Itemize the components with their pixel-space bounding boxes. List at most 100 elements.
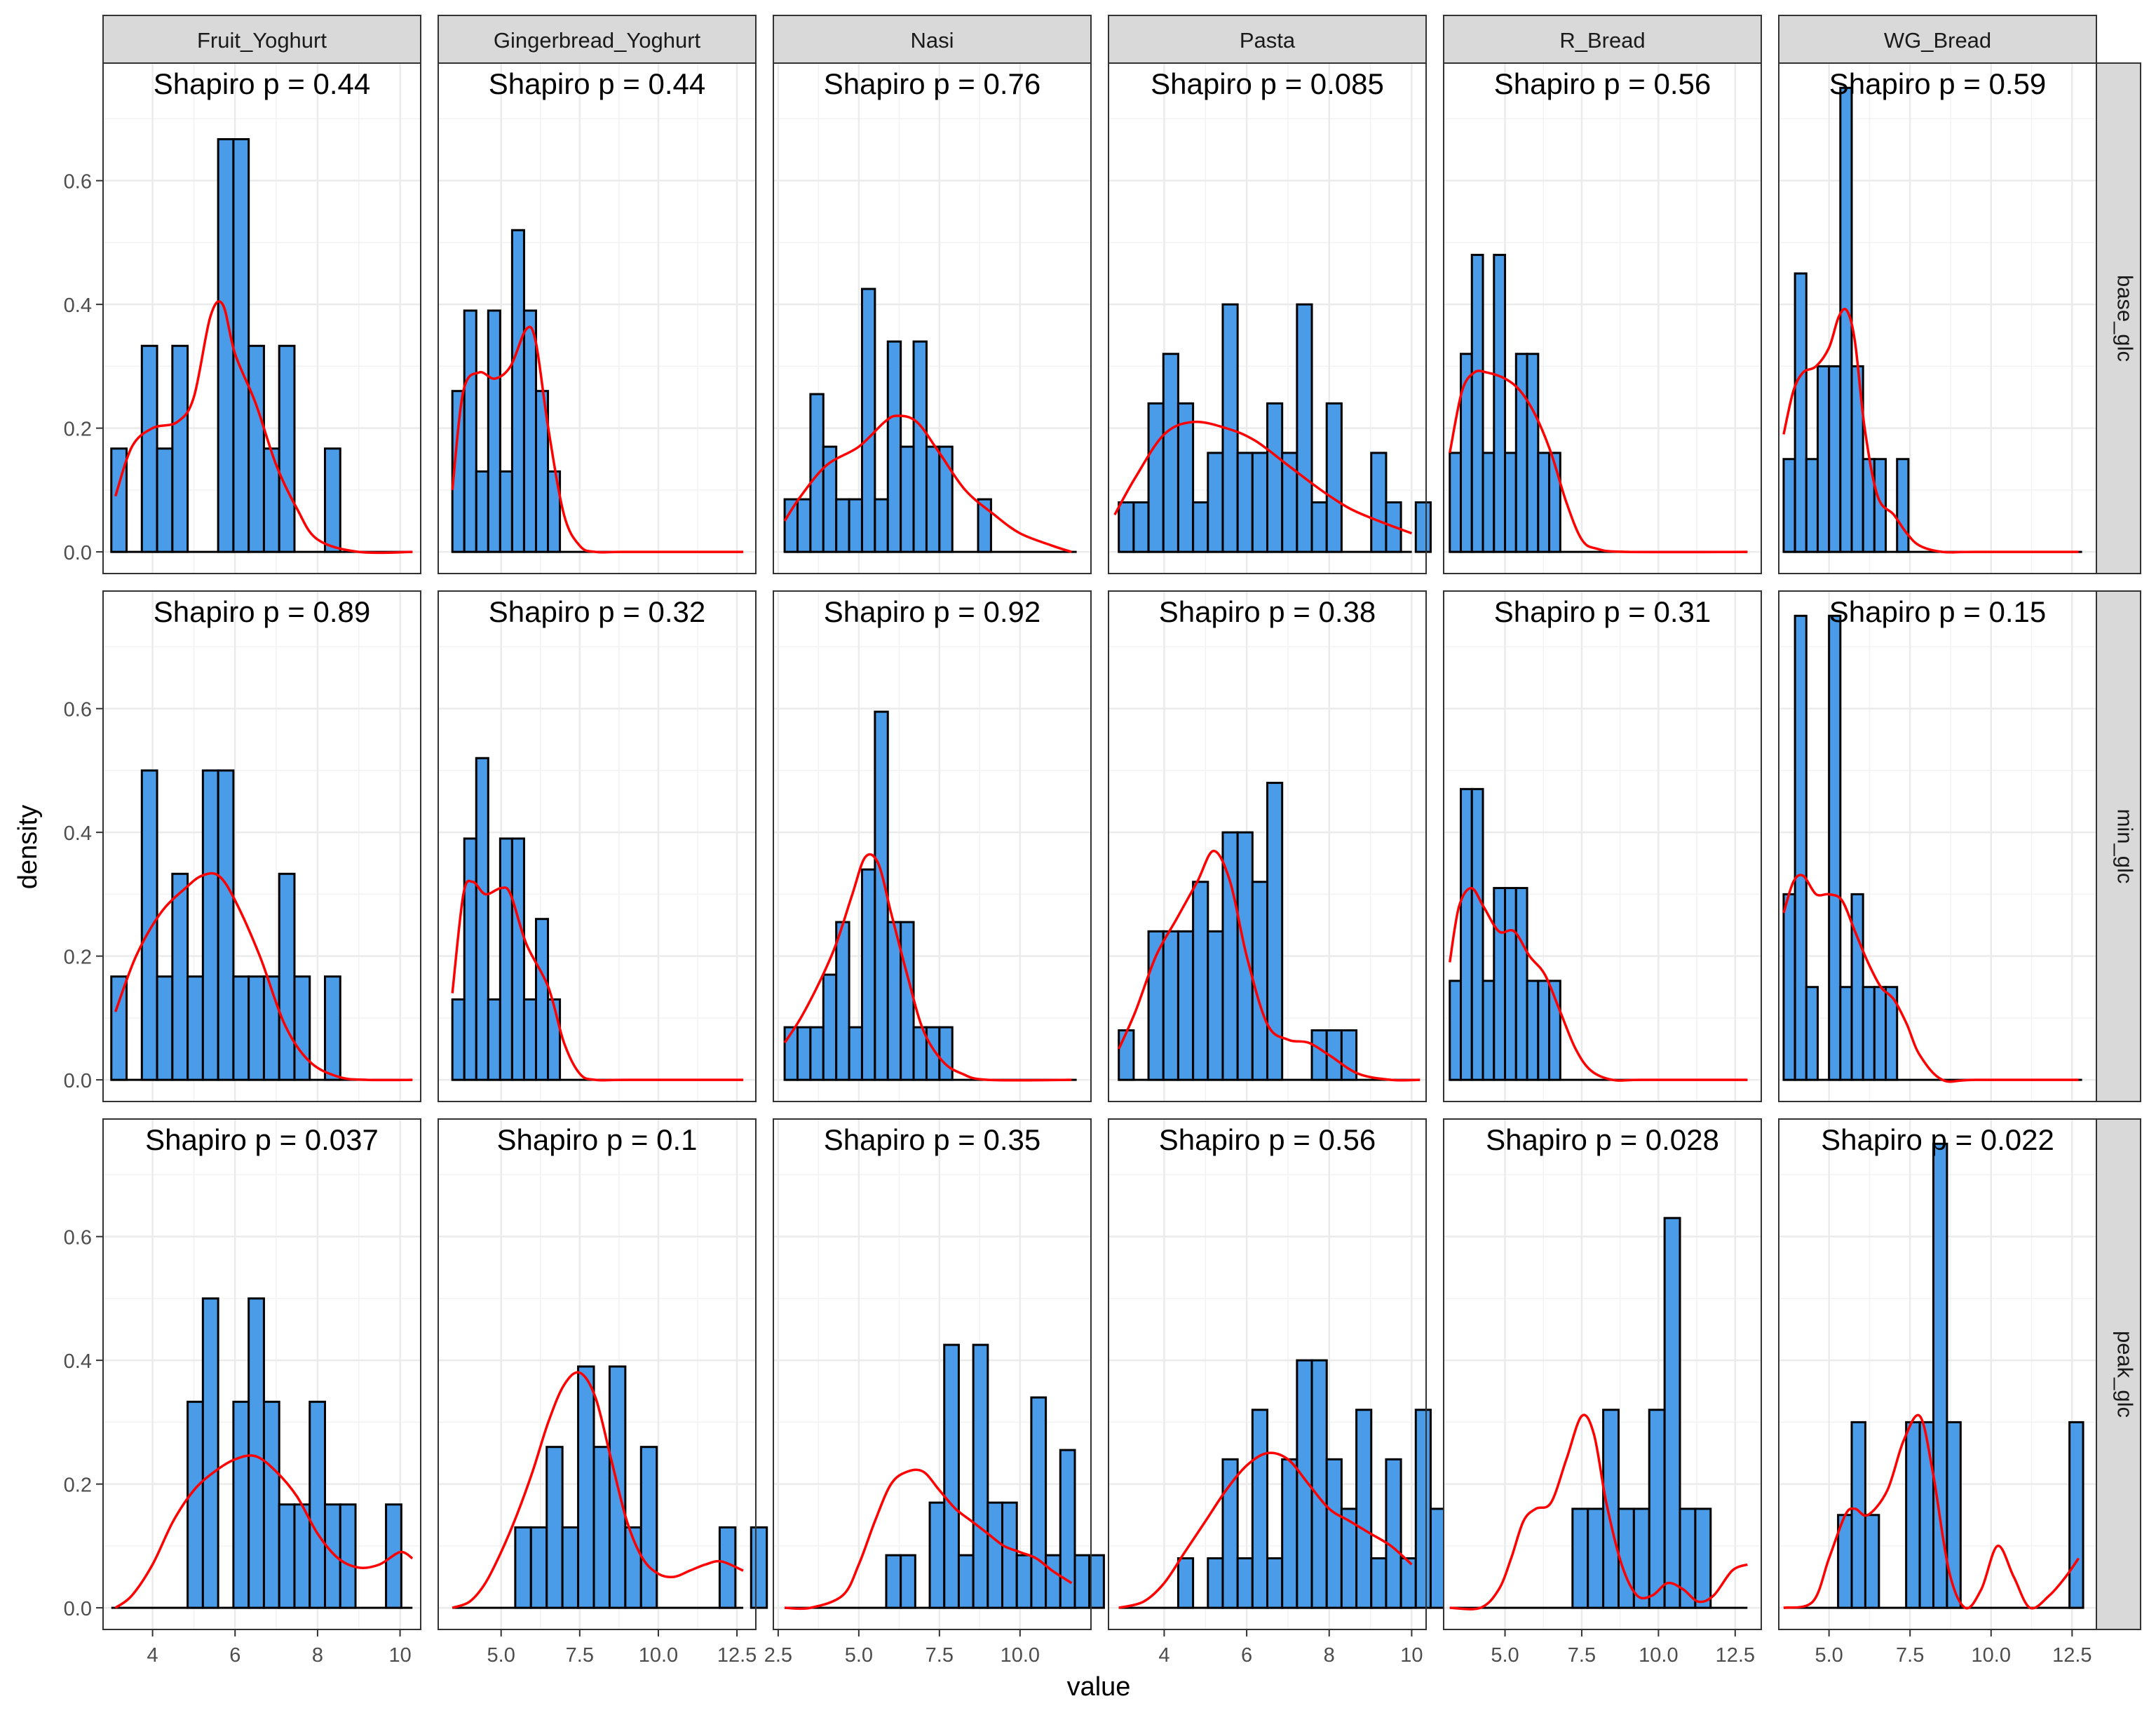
panel-border <box>1778 1118 2097 1630</box>
histogram-bar <box>1537 979 1551 1081</box>
panel: Shapiro p = 0.38 <box>1108 590 1427 1102</box>
histogram-bar <box>1296 303 1313 553</box>
density-curve <box>1782 307 2079 554</box>
histogram-bar <box>1862 986 1876 1081</box>
histogram-bar <box>1885 986 1899 1081</box>
histogram-bar <box>499 837 513 1081</box>
histogram-bar <box>928 1501 946 1609</box>
shapiro-annotation: Shapiro p = 0.76 <box>824 67 1040 100</box>
histogram-bar <box>1059 1449 1076 1609</box>
histogram-bar <box>1805 986 1819 1081</box>
histogram-bar <box>1602 1409 1620 1609</box>
density-curve <box>1449 886 1748 1082</box>
panel-border <box>102 590 421 1102</box>
histogram-bar <box>1526 353 1540 553</box>
histogram-bar <box>1192 501 1209 553</box>
row-strip-label: base_glc <box>2113 275 2138 362</box>
density-curve <box>785 1468 1073 1611</box>
histogram-bar <box>201 769 219 1081</box>
histogram-bar <box>860 287 876 553</box>
histogram-bar <box>248 344 265 553</box>
histogram-bar <box>324 975 341 1081</box>
x-tick-label: 4 <box>147 1644 158 1667</box>
shapiro-annotation: Shapiro p = 0.44 <box>154 67 370 100</box>
panel-border <box>438 62 757 574</box>
histogram-bar <box>1828 614 1842 1081</box>
histogram-bar <box>874 498 889 553</box>
histogram-bar <box>1325 1458 1343 1609</box>
panel: Shapiro p = 0.44 <box>438 62 757 574</box>
histogram-bar <box>1147 402 1165 553</box>
histogram-bar <box>1310 501 1328 553</box>
histogram-bar <box>639 1446 658 1609</box>
histogram-bar <box>1251 881 1269 1081</box>
histogram-bar <box>1514 353 1528 553</box>
histogram-bar <box>1207 1557 1224 1609</box>
panel-border <box>773 590 1092 1102</box>
histogram-bar <box>943 1343 960 1609</box>
density-curve <box>1118 849 1421 1082</box>
histogram-bar <box>1470 254 1484 553</box>
histogram-bar <box>718 1526 737 1609</box>
shapiro-annotation: Shapiro p = 0.31 <box>1494 595 1711 628</box>
x-tick-label: 5.0 <box>487 1644 515 1667</box>
histogram-bar <box>1370 452 1388 553</box>
histogram-bar <box>1493 254 1507 553</box>
histogram-bar <box>1932 1142 1948 1609</box>
histogram-bar <box>1251 452 1269 553</box>
histogram-bar <box>510 229 525 553</box>
histogram-bar <box>1030 1396 1048 1609</box>
histogram-bar <box>278 1503 296 1609</box>
histogram-bar <box>1177 402 1195 553</box>
histogram-bar <box>475 757 489 1081</box>
column-strip <box>438 15 757 64</box>
x-tick-label: 10 <box>388 1644 411 1667</box>
histogram-bar <box>1266 1557 1284 1609</box>
panel-border <box>438 590 757 1102</box>
histogram-bar <box>783 498 799 553</box>
x-tick-label: 5.0 <box>1815 1644 1843 1667</box>
histogram-bar <box>1873 458 1887 553</box>
histogram-bar <box>262 1400 280 1609</box>
histogram-bar <box>339 1503 357 1609</box>
histogram-bar <box>1015 1554 1033 1609</box>
panel: Shapiro p = 0.59 <box>1778 62 2097 574</box>
x-axis-title: value <box>1067 1672 1131 1702</box>
histogram-bar <box>900 445 915 553</box>
shapiro-annotation: Shapiro p = 0.38 <box>1159 595 1376 628</box>
histogram-bar <box>1162 930 1179 1081</box>
histogram-bar <box>2068 1421 2084 1609</box>
histogram-bar <box>1504 887 1517 1081</box>
shapiro-annotation: Shapiro p = 0.59 <box>1829 67 2046 100</box>
histogram-bar <box>1663 1216 1681 1609</box>
y-tick-label: 0.0 <box>64 542 92 564</box>
histogram-bar <box>475 470 489 553</box>
histogram-bar <box>1648 1409 1666 1609</box>
histogram-bar <box>1587 1507 1605 1609</box>
histogram-bar <box>1460 787 1473 1081</box>
histogram-bar <box>900 921 915 1081</box>
histogram-bar <box>1850 893 1864 1081</box>
panel: Shapiro p = 0.31 <box>1443 590 1762 1102</box>
histogram-bar <box>1414 501 1432 553</box>
histogram-bar <box>547 998 562 1081</box>
shapiro-annotation: Shapiro p = 0.028 <box>1486 1123 1719 1156</box>
column-strip-label: WG_Bread <box>1884 28 1991 53</box>
x-tick-label: 8 <box>312 1644 323 1667</box>
histogram-bar <box>156 447 174 553</box>
x-tick-label: 12.5 <box>1716 1644 1755 1667</box>
density-curve <box>452 1371 744 1609</box>
histogram-bar <box>987 1501 1004 1609</box>
histogram-bar <box>248 1297 265 1609</box>
histogram-bar <box>463 309 477 553</box>
x-tick-label: 5.0 <box>845 1644 873 1667</box>
x-tick-label: 12.5 <box>2052 1644 2091 1667</box>
histogram-bar <box>972 1343 989 1609</box>
histogram-bar <box>463 837 477 1081</box>
histogram-bar <box>187 975 204 1081</box>
histogram-bar <box>278 344 296 553</box>
panel: Shapiro p = 0.1 5.0 7.5 10.0 12.5 <box>438 1118 815 1667</box>
x-tick-label: 8 <box>1324 1644 1335 1667</box>
panel-border <box>773 62 1092 574</box>
histogram-bar <box>522 998 537 1081</box>
